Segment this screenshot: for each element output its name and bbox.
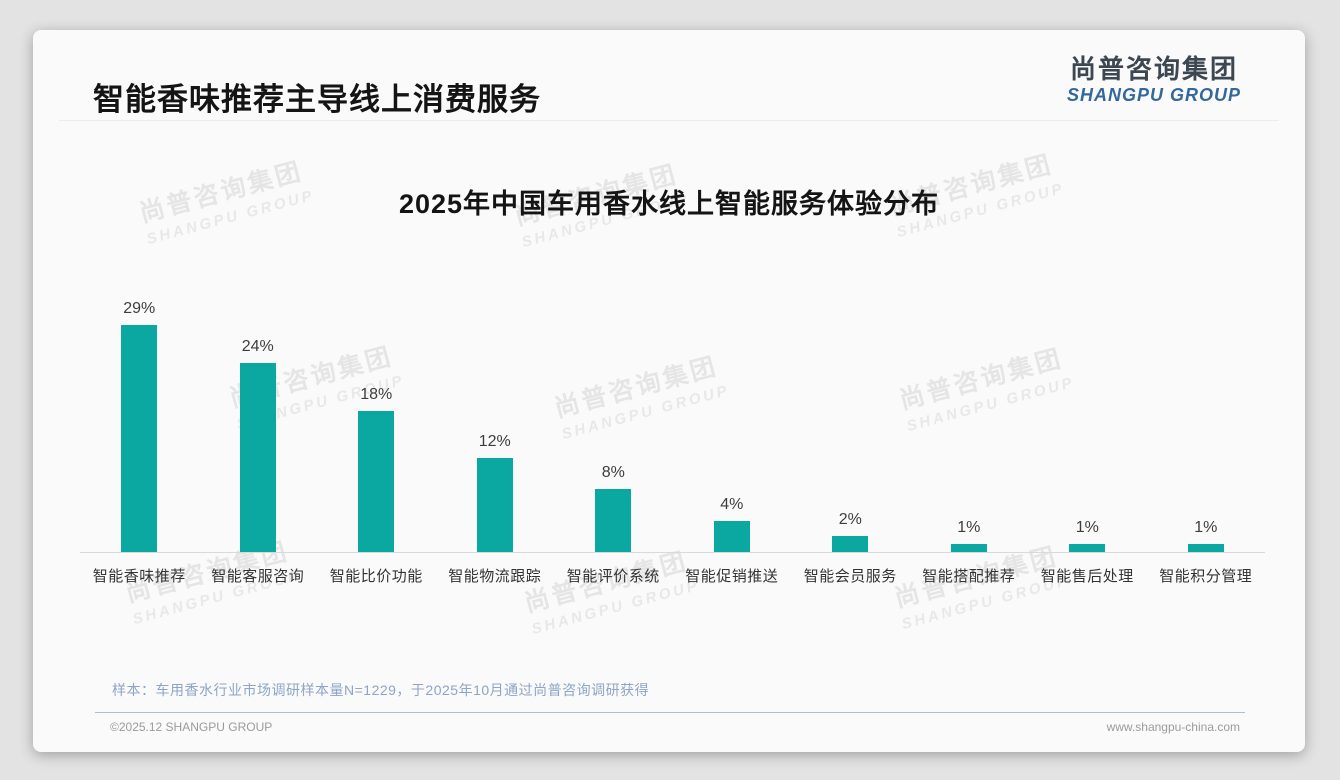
bar-column: 24% — [199, 300, 318, 552]
bar-value-label: 29% — [123, 300, 156, 317]
bar — [239, 363, 276, 552]
footer-bar: ©2025.12 SHANGPU GROUP www.shangpu-china… — [110, 720, 1240, 734]
bar — [950, 544, 987, 552]
bar-category-label: 智能客服咨询 — [211, 568, 305, 585]
website-text: www.shangpu-china.com — [1106, 720, 1240, 734]
bar-value-label: 12% — [478, 432, 511, 450]
bar — [121, 325, 158, 552]
bar-category-label: 智能香味推荐 — [92, 568, 186, 585]
bar-category-label: 智能会员服务 — [803, 568, 897, 585]
bar-column: 4% — [673, 300, 792, 552]
bar-category-label: 智能搭配推荐 — [922, 568, 1016, 585]
bar — [358, 410, 395, 552]
bar-column: 29% — [80, 300, 199, 552]
bar — [1187, 544, 1224, 552]
category-labels-row: 智能香味推荐 智能客服咨询 智能比价功能 智能物流跟踪 智能评价系统 智能促销推送 智能会员… — [80, 565, 1265, 586]
slide-card: 尚普咨询集团 SHANGPU GROUP 尚普咨询集团 SHANGPU GROUP 尚普… — [33, 30, 1305, 752]
bar-chart: 29% 24% 18% 12% 8% 4% 2% 1% 1% 1% 智能香味推荐 智能客服咨询 智能比… — [80, 300, 1265, 586]
bar-column: 18% — [317, 300, 436, 552]
bar-column: 1% — [1028, 300, 1147, 552]
bars-row: 29% 24% 18% 12% 8% 4% 2% 1% 1% 1% — [80, 300, 1265, 552]
bar-column: 2% — [791, 300, 910, 552]
bar-column: 8% — [554, 300, 673, 552]
bar — [476, 457, 513, 552]
bar-category-label: 智能评价系统 — [566, 568, 660, 585]
bar-column: 1% — [910, 300, 1029, 552]
bar — [595, 489, 632, 552]
logo-en-text: SHANGPU GROUP — [1066, 84, 1241, 105]
bar-value-label: 4% — [720, 495, 744, 513]
company-logo: 尚普咨询集团 SHANGPU GROUP — [1066, 54, 1241, 106]
bar-value-label: 1% — [1075, 519, 1099, 537]
bar-value-label: 24% — [241, 338, 274, 356]
bar-column: 1% — [1147, 300, 1266, 552]
x-axis-line — [80, 552, 1265, 553]
page-title: 智能香味推荐主导线上消费服务 — [93, 82, 541, 117]
footer-divider — [95, 712, 1245, 713]
bar-category-label: 智能积分管理 — [1159, 568, 1253, 585]
bar-value-label: 1% — [1194, 519, 1218, 537]
copyright-text: ©2025.12 SHANGPU GROUP — [110, 720, 273, 734]
bar — [713, 520, 750, 552]
chart-title: 2025年中国车用香水线上智能服务体验分布 — [398, 189, 940, 219]
bar-value-label: 18% — [360, 385, 393, 403]
header-divider — [59, 120, 1279, 121]
logo-cn-text: 尚普咨询集团 — [1069, 54, 1238, 84]
bar-category-label: 智能物流跟踪 — [448, 568, 542, 585]
bar-category-label: 智能比价功能 — [329, 568, 423, 585]
bar-value-label: 2% — [838, 511, 862, 529]
bar-category-label: 智能售后处理 — [1040, 568, 1134, 585]
bar-category-label: 智能促销推送 — [685, 568, 779, 585]
bar-value-label: 1% — [957, 519, 981, 537]
bar-value-label: 8% — [601, 464, 625, 482]
watermark-en-text: SHANGPU GROUP — [529, 576, 702, 639]
bar-column: 12% — [436, 300, 555, 552]
bar — [1069, 544, 1106, 552]
sample-footnote: 样本：车用香水行业市场调研样本量N=1229，于2025年10月通过尚普咨询调研… — [112, 682, 650, 698]
bar — [832, 536, 869, 552]
